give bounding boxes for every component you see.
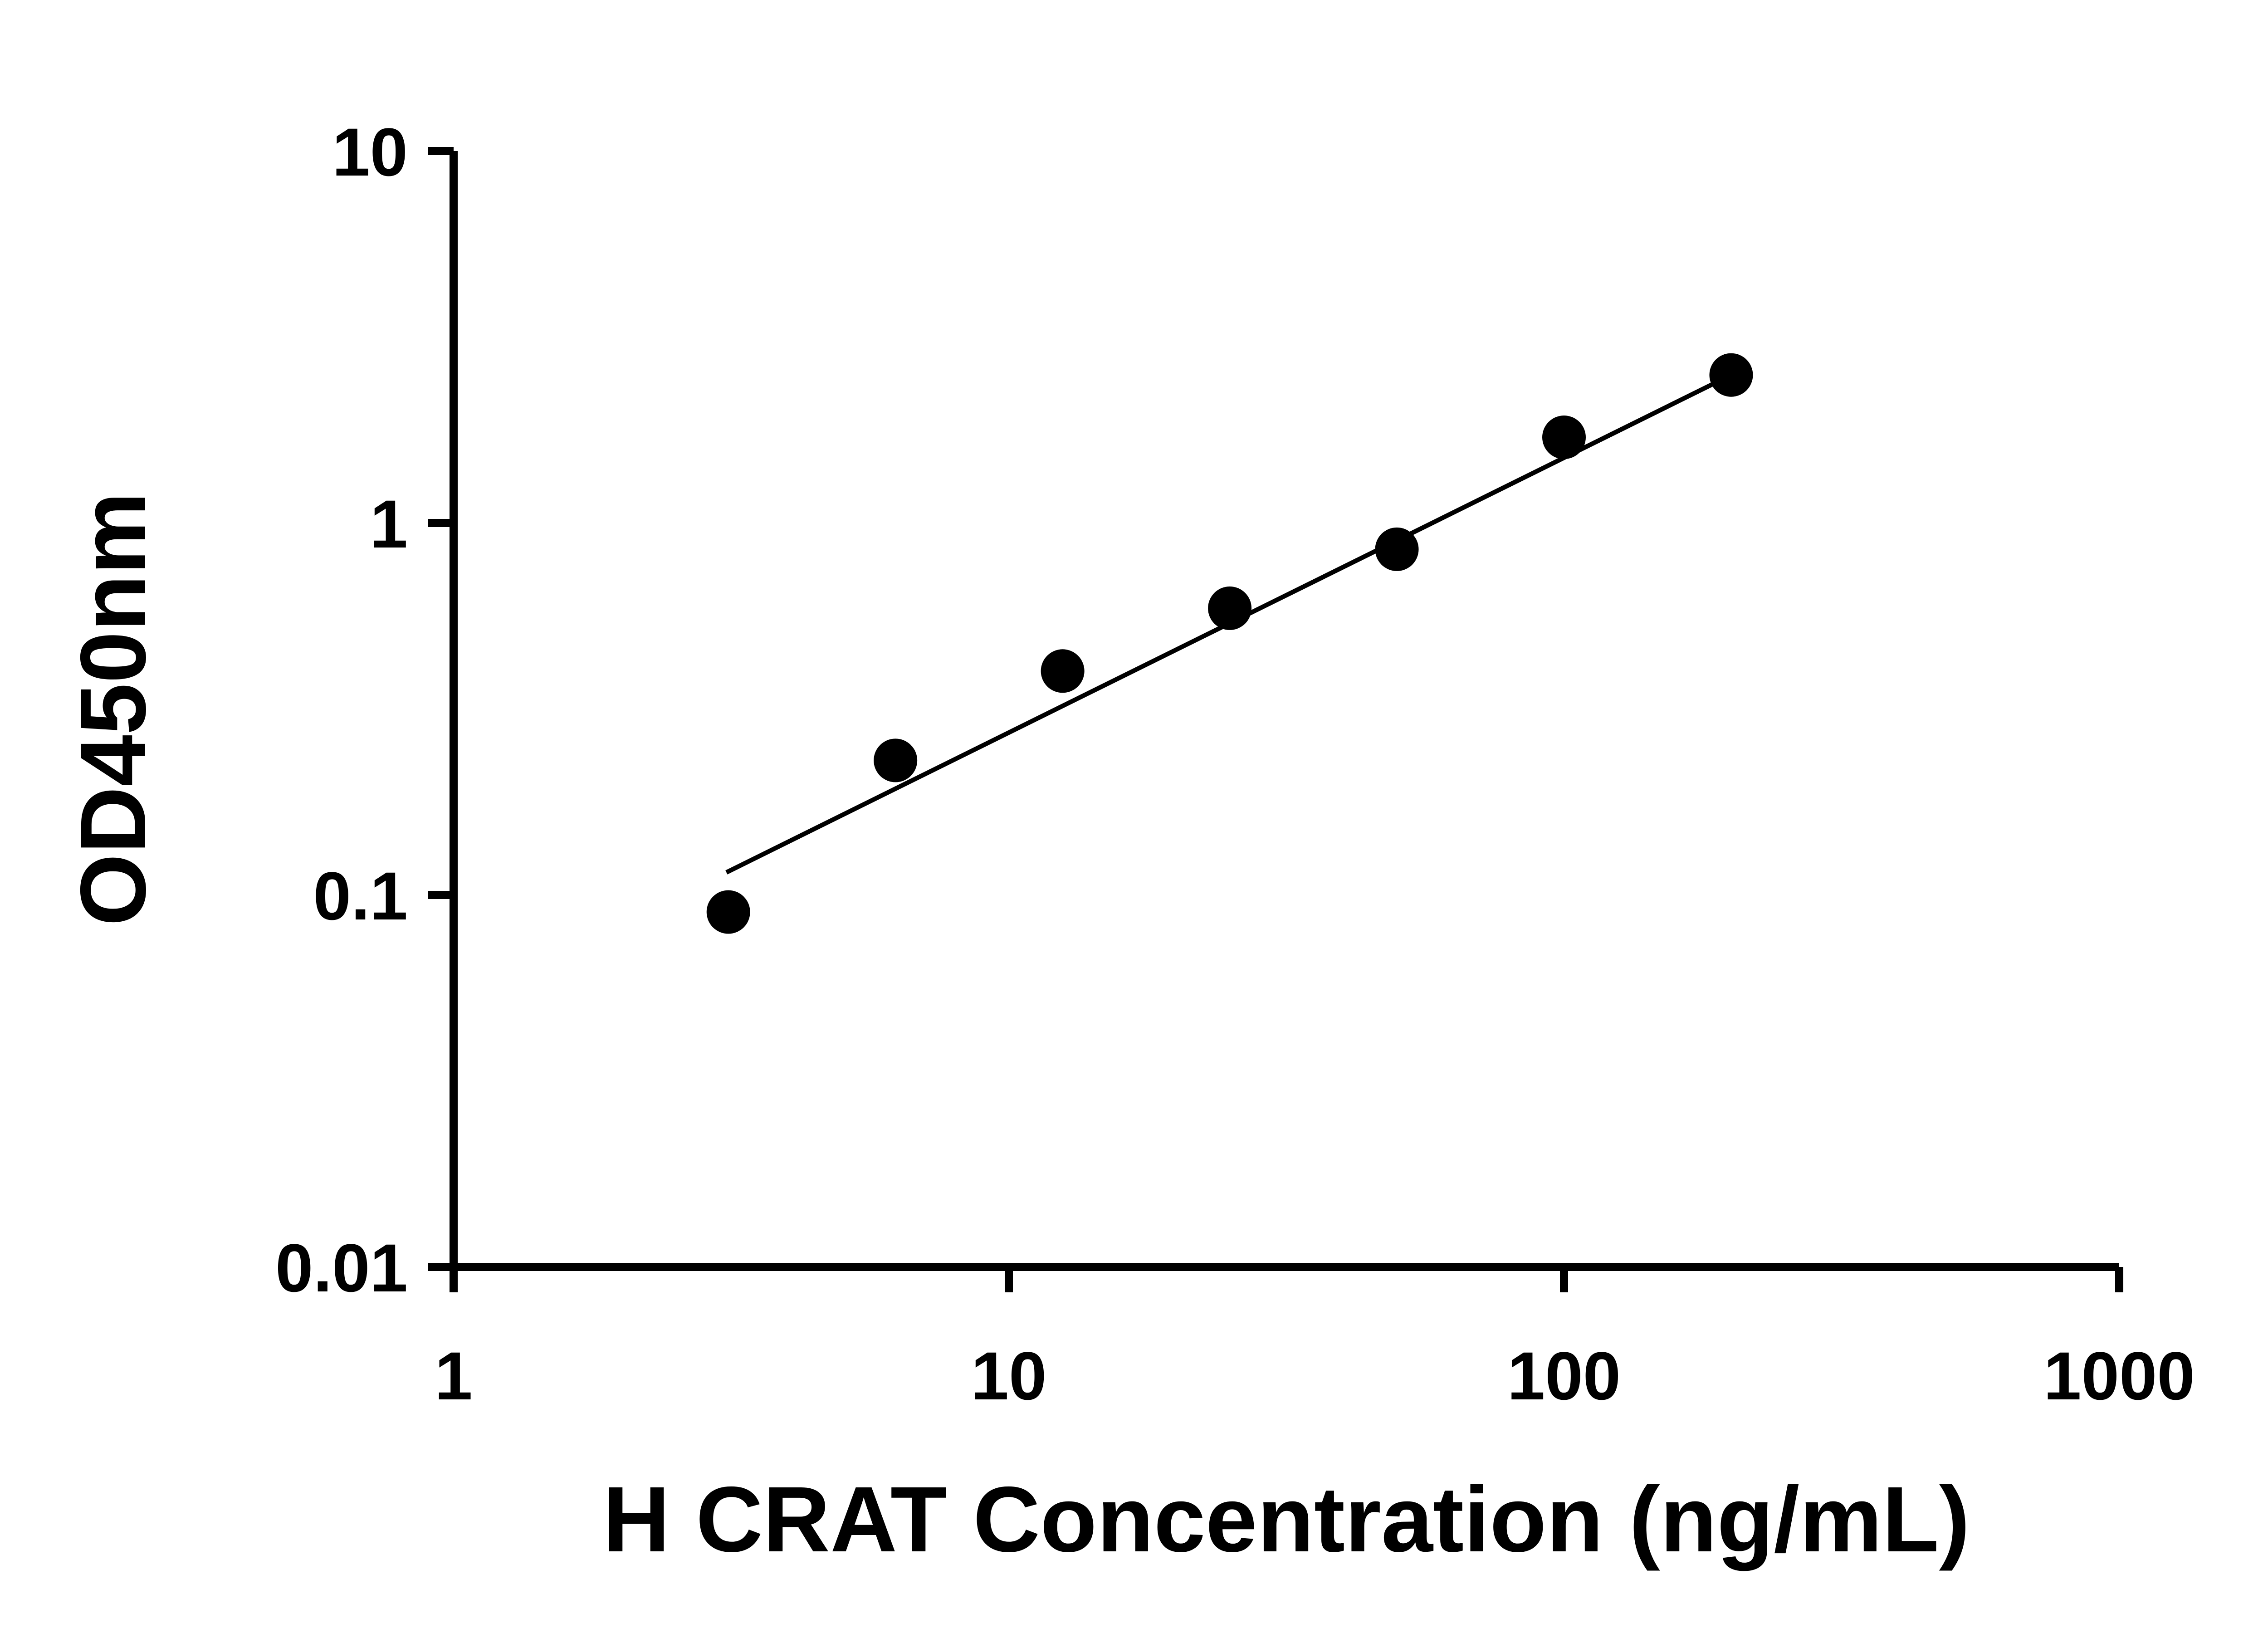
data-point [1542,416,1586,460]
x-axis-tick-label: 10 [971,1338,1047,1414]
x-axis-tick-label: 1 [435,1338,472,1414]
y-axis-tick-label: 10 [332,114,408,190]
data-point [1709,353,1753,397]
ticks-layer [428,147,2123,1292]
y-axis-title: OD450nm [61,492,165,926]
data-point [1375,527,1419,571]
data-point [706,890,750,934]
axis-spine [450,151,2119,1271]
x-axis-title: H CRAT Concentration (ng/mL) [603,1467,1970,1571]
axes-layer [450,151,2119,1271]
data-point [1208,586,1252,630]
y-axis-tick-label: 1 [370,486,408,562]
tick-labels-layer: 1 10 100 1000 0.01 0.1 1 10 [275,114,2195,1414]
x-axis-tick-label: 100 [1507,1338,1621,1414]
data-points-layer [706,353,1753,934]
y-axis-tick-label: 0.1 [313,858,408,934]
data-point [1041,649,1085,693]
y-axis-tick-label: 0.01 [275,1230,408,1306]
x-axis-tick-label: 1000 [2043,1338,2195,1414]
data-point [874,738,918,782]
